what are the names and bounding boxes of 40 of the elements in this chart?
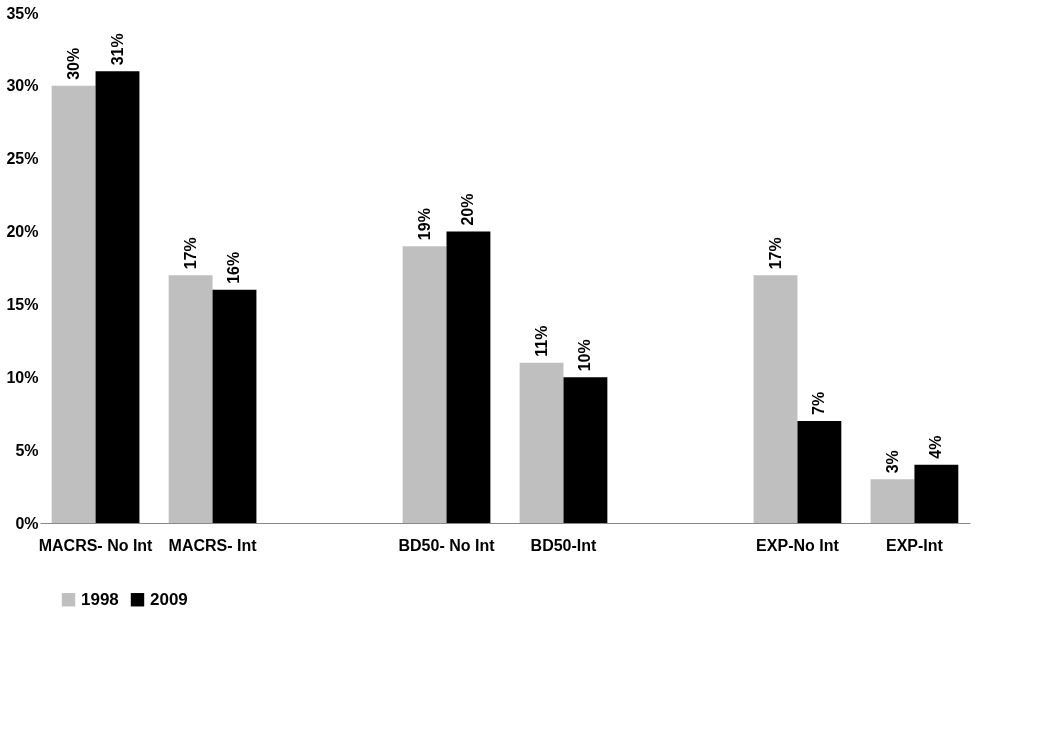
data-label: 30% (64, 47, 82, 80)
y-tick-label: 10% (6, 368, 39, 386)
data-label: 19% (415, 208, 433, 241)
y-tick-label: 35% (6, 4, 39, 22)
x-tick-label: BD50- No Int (398, 536, 496, 554)
y-tick-label: 0% (15, 514, 39, 532)
y-tick-label: 20% (6, 223, 39, 241)
data-label: 20% (459, 193, 477, 226)
x-tick-label: MACRS- Int (168, 536, 258, 554)
y-tick-label: 15% (6, 295, 39, 313)
bar (446, 231, 491, 523)
legend-label: 1998 (81, 589, 119, 609)
bar (168, 275, 213, 523)
bar (870, 479, 915, 523)
bar (402, 246, 447, 523)
bar (51, 85, 96, 523)
bar (95, 71, 140, 523)
data-label: 4% (927, 435, 945, 459)
y-tick-label: 5% (15, 441, 39, 459)
data-label: 17% (766, 237, 784, 270)
data-label: 31% (108, 33, 126, 66)
x-tick-label: MACRS- No Int (38, 536, 154, 554)
bar (797, 421, 842, 523)
bar (753, 275, 798, 523)
data-label: 16% (225, 251, 243, 284)
bar (563, 377, 608, 523)
data-label: 7% (810, 391, 828, 415)
x-tick-label: EXP-No Int (756, 536, 840, 554)
y-tick-label: 25% (6, 150, 39, 168)
data-label: 3% (883, 450, 901, 474)
legend-label: 2009 (150, 589, 188, 609)
bar (519, 362, 564, 523)
x-tick-label: EXP-Int (885, 536, 944, 554)
data-label: 17% (181, 237, 199, 270)
bar (212, 289, 257, 523)
data-label: 11% (532, 325, 550, 357)
x-tick-label: BD50-Int (530, 536, 598, 554)
data-label: 10% (576, 339, 594, 372)
y-tick-label: 30% (6, 77, 39, 95)
bar (914, 464, 959, 523)
